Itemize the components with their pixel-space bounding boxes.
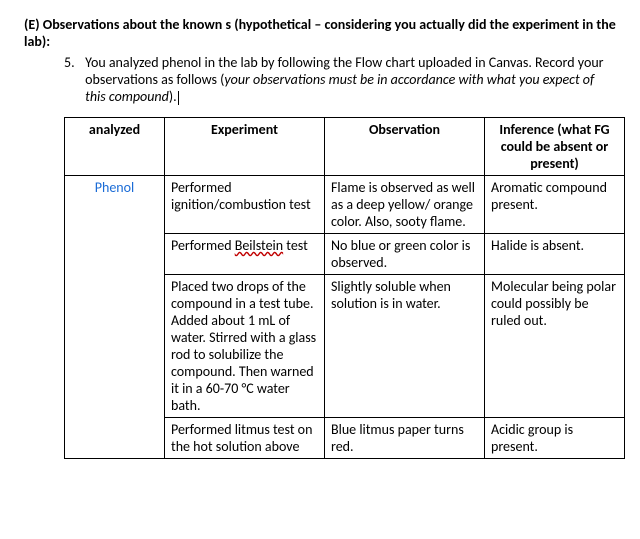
item-number: 5. bbox=[64, 54, 82, 71]
col-analyzed: analyzed bbox=[65, 118, 165, 176]
text-cursor bbox=[178, 91, 179, 105]
spell-error: Beilstein bbox=[235, 237, 283, 254]
col-inference: Inference (what FG could be absent or pr… bbox=[485, 118, 625, 176]
item-tail: ). bbox=[169, 88, 177, 105]
cell-experiment: Performed ignition/combustion test bbox=[165, 176, 325, 234]
table-row: Phenol Performed ignition/combustion tes… bbox=[65, 176, 625, 234]
cell-experiment: Placed two drops of the compound in a te… bbox=[165, 275, 325, 418]
cell-experiment: Performed litmus test on the hot solutio… bbox=[165, 418, 325, 459]
cell-inference: Aromatic compound present. bbox=[485, 176, 625, 234]
cell-inference: Acidic group is present. bbox=[485, 418, 625, 459]
cell-experiment: Performed Beilstein test bbox=[165, 234, 325, 275]
cell-observation: Flame is observed as well as a deep yell… bbox=[325, 176, 485, 234]
heading-text: Observations about the known s (hypothet… bbox=[24, 16, 616, 50]
heading-label: (E) bbox=[24, 16, 40, 33]
col-observation: Observation bbox=[325, 118, 485, 176]
list-item: 5. You analyzed phenol in the lab by fol… bbox=[64, 54, 616, 105]
cell-inference: Molecular being polar could possibly be … bbox=[485, 275, 625, 418]
cell-observation: Blue litmus paper turns red. bbox=[325, 418, 485, 459]
cell-observation: No blue or green color is observed. bbox=[325, 234, 485, 275]
item-body: You analyzed phenol in the lab by follow… bbox=[85, 54, 605, 105]
cell-analyte: Phenol bbox=[65, 176, 165, 459]
cell-inference: Halide is absent. bbox=[485, 234, 625, 275]
cell-observation: Slightly soluble when solution is in wat… bbox=[325, 275, 485, 418]
section-heading: (E) Observations about the known s (hypo… bbox=[24, 16, 616, 50]
observations-table: analyzed Experiment Observation Inferenc… bbox=[64, 117, 625, 459]
table-header-row: analyzed Experiment Observation Inferenc… bbox=[65, 118, 625, 176]
col-experiment: Experiment bbox=[165, 118, 325, 176]
